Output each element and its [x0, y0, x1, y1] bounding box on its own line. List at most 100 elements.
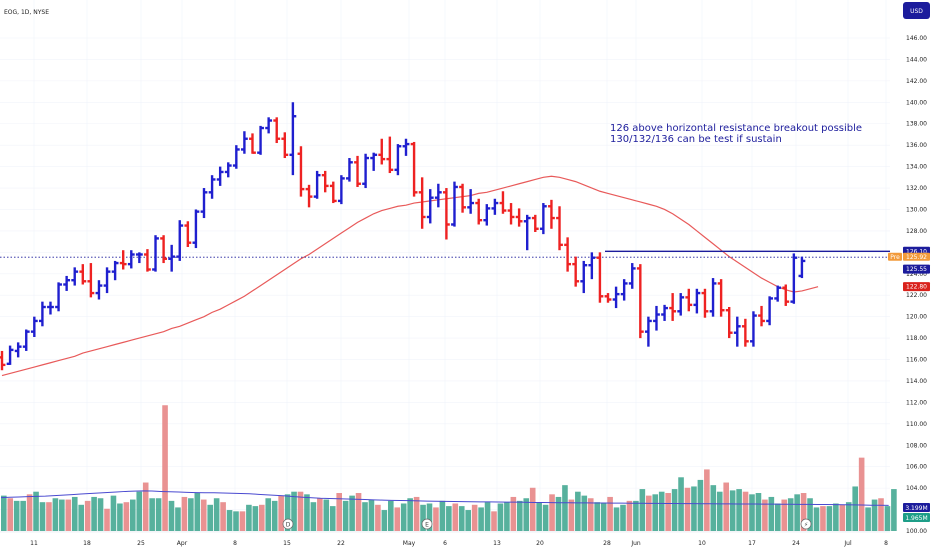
ohlc-bar — [645, 316, 652, 347]
ohlc-bar — [507, 203, 515, 225]
volume-bar — [517, 500, 523, 531]
volume-bar — [710, 485, 717, 531]
volume-bar — [181, 496, 188, 531]
y-tick-label: 128.00 — [906, 228, 927, 235]
currency-label: USD — [910, 8, 923, 15]
volume-bar — [478, 507, 484, 531]
annotation-line-2: 130/132/136 can be test if sustain — [610, 134, 782, 145]
currency-button[interactable]: USD — [903, 2, 930, 19]
ohlc-bar — [685, 288, 693, 312]
ohlc-bar — [402, 138, 410, 156]
ohlc-bar — [604, 293, 612, 303]
ohlc-bar — [475, 198, 483, 225]
earnings-marker[interactable]: E — [421, 518, 433, 530]
volume-bar — [794, 494, 800, 531]
volume-bar — [162, 405, 168, 531]
ohlc-bar — [305, 184, 313, 208]
volume-bar — [78, 504, 84, 531]
ohlc-bar — [443, 188, 450, 240]
volume-bar — [697, 479, 704, 531]
volume-bar — [465, 510, 471, 531]
volume-bar — [310, 502, 317, 531]
x-tick-label: 8 — [233, 540, 237, 547]
volume-bar — [20, 500, 26, 531]
volume-bar — [865, 507, 871, 531]
dividend-marker-label: D — [286, 522, 291, 529]
ohlc-bar — [467, 189, 475, 214]
earnings-marker-label: E — [425, 522, 429, 529]
volume-bar — [716, 491, 723, 531]
x-tick-label: 6 — [443, 540, 447, 547]
volume-bar — [826, 506, 833, 531]
price-axis[interactable]: 146.00 144.00 142.00 140.00 138.00 136.00 134.… — [906, 35, 927, 535]
volume-bar — [452, 503, 459, 531]
volume-bar — [491, 511, 497, 531]
y-tick-label: 112.00 — [906, 399, 927, 406]
volume-bar — [59, 499, 65, 531]
volume-bar — [704, 469, 710, 531]
ohlc-bar — [394, 144, 402, 176]
volume-bar — [381, 510, 388, 531]
ohlc-bar — [548, 199, 555, 229]
volume-bar — [13, 500, 20, 531]
volume-bar — [91, 496, 97, 531]
ohlc-bar — [531, 214, 539, 232]
ohlc-bar — [79, 264, 87, 285]
volume-bar — [542, 504, 549, 531]
volume-bar — [620, 504, 626, 531]
volume-bar — [413, 496, 420, 531]
ohlc-bar — [257, 125, 264, 155]
volume-bar — [871, 499, 878, 531]
ohlc-bar — [426, 189, 434, 224]
volume-bar — [458, 506, 465, 531]
volume-bar — [97, 498, 104, 531]
time-axis[interactable]: 11 18 25 Apr 8 15 22 May 6 13 20 28 Jun 10 17 24 Jul 8 — [30, 540, 888, 547]
volume-bar — [213, 498, 220, 531]
volume-bar — [504, 502, 510, 531]
ohlc-bar — [346, 158, 353, 182]
y-tick-label: 118.00 — [906, 335, 927, 342]
y-tick-label: 100.00 — [906, 528, 927, 535]
volume-bar — [768, 496, 775, 531]
flash-icon[interactable]: ⚡ — [800, 518, 812, 530]
ohlc-bar — [111, 260, 119, 281]
ohlc-bar — [241, 131, 248, 154]
ohlc-bar — [499, 191, 507, 214]
volume-bar — [749, 494, 755, 531]
x-tick-label: 8 — [884, 540, 888, 547]
x-tick-label: Jul — [843, 540, 852, 547]
svg-text:122.80: 122.80 — [906, 284, 927, 291]
ohlc-bar — [313, 170, 321, 199]
volume-bar — [775, 503, 781, 531]
svg-text:126.10: 126.10 — [906, 248, 927, 255]
volume-bar — [394, 507, 401, 531]
svg-text:125.92: 125.92 — [906, 254, 927, 261]
volume-bar — [104, 508, 110, 531]
y-tick-label: 136.00 — [906, 142, 927, 149]
x-tick-label: 18 — [83, 540, 91, 547]
volume-bar — [678, 477, 684, 531]
y-tick-label: 116.00 — [906, 357, 927, 364]
volume-bar — [684, 487, 691, 531]
svg-text:Pre: Pre — [890, 254, 900, 261]
volume-bar — [652, 494, 659, 531]
dividend-marker[interactable]: D — [282, 518, 294, 530]
ohlc-bar — [564, 237, 571, 272]
volume-bar — [117, 503, 123, 531]
volume-bar — [149, 498, 155, 531]
ohlc-bar — [418, 177, 426, 229]
volume-bar — [800, 493, 807, 531]
ohlc-bar — [232, 145, 240, 169]
ohlc-bar — [620, 279, 628, 301]
volume-bar — [259, 504, 265, 531]
ohlc-bar — [661, 304, 668, 321]
volume-bar — [226, 510, 233, 531]
volume-bar — [233, 511, 239, 531]
ohlc-bar — [127, 250, 135, 269]
ohlc-bar — [0, 350, 6, 371]
volume-bar — [787, 498, 794, 531]
ohlc-bar — [572, 256, 580, 287]
volume-bar — [471, 504, 478, 531]
volume-bar — [633, 500, 639, 531]
